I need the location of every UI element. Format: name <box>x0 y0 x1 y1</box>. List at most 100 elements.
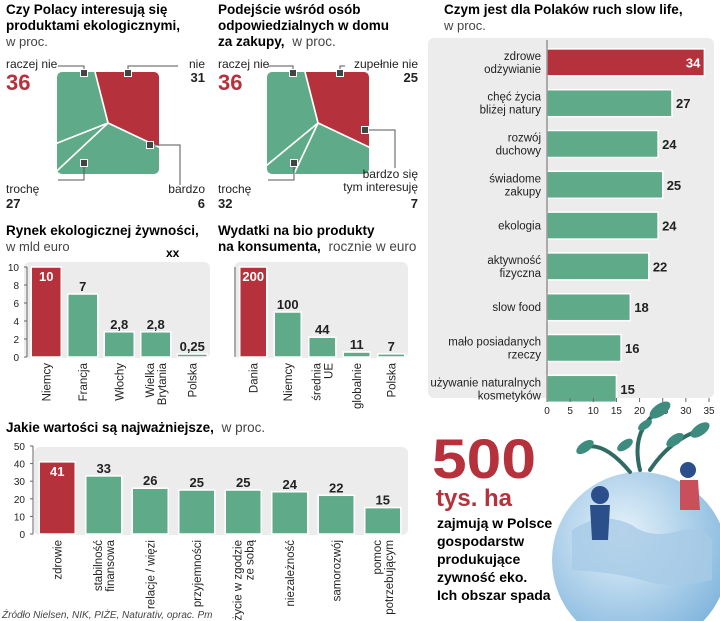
category-label: fizyczna <box>499 268 541 280</box>
globe-leaf <box>576 439 594 455</box>
category-label: duchowy <box>496 146 542 158</box>
bar-chart-slowlife: Czym jest dla Polaków ruch slow life, w … <box>428 2 715 417</box>
bar <box>546 374 618 404</box>
category-label: używanie naturalnych <box>430 377 541 389</box>
category-label: kosmetyków <box>478 390 542 402</box>
x-tick-label: 30 <box>680 406 692 417</box>
category-label: Polska <box>187 362 199 397</box>
bar <box>546 292 632 322</box>
category-label: przyjemności <box>192 540 204 607</box>
values-title-line: Jakie wartości są najważniejsze, w proc. <box>6 420 265 435</box>
category-label: Wielka <box>145 362 157 397</box>
y-tick-label: 10 <box>14 512 26 523</box>
pie-label: trochę <box>6 182 40 196</box>
values-subtitle: w proc. <box>221 420 266 435</box>
bar <box>546 48 706 77</box>
y-tick-label: 6 <box>13 299 19 310</box>
bar <box>273 311 302 358</box>
spending-subtitle: rocznie w euro <box>329 239 417 254</box>
spending-title-last: na konsumenta, <box>218 239 321 254</box>
bar-value-label: 18 <box>634 300 648 315</box>
bar-value-label: 7 <box>79 279 86 294</box>
pie1-slices <box>57 72 159 174</box>
globe-illustration-icon <box>552 401 720 621</box>
category-label: Francja <box>78 362 90 401</box>
market-title: Rynek ekologicznej żywności, <box>6 223 199 238</box>
y-tick-label: 30 <box>14 477 26 488</box>
bar-value-label: 0,25 <box>180 339 205 354</box>
category-label: życie w zgodzie <box>232 540 244 621</box>
globe-leaf <box>666 432 684 448</box>
bar-value-label: 16 <box>625 341 639 356</box>
pie-value: 36 <box>218 70 242 95</box>
bar <box>38 461 76 535</box>
bar <box>85 475 123 535</box>
pie-value: 25 <box>404 70 418 85</box>
pie1-title-line1: Czy Polacy interesują się <box>6 2 168 17</box>
slowlife-title: Czym jest dla Polaków ruch slow life, <box>444 2 683 17</box>
bar-value-label: 44 <box>315 322 330 337</box>
category-label: niezależność <box>285 540 297 607</box>
pie-slice <box>57 122 159 174</box>
pie-label: bardzo się <box>363 167 419 181</box>
globe-plant-stems <box>583 408 702 474</box>
values-title: Jakie wartości są najważniejsze, <box>6 420 214 435</box>
pie-slice <box>267 72 319 174</box>
category-label: relacje / więzi <box>145 540 157 609</box>
pie-leader-line <box>268 163 295 181</box>
bar-chart-market: Rynek ekologicznej żywności, w mld euro … <box>5 223 210 405</box>
bar <box>271 491 309 535</box>
y-tick-label: 4 <box>13 317 19 328</box>
pie-label: nie <box>189 57 205 71</box>
bar-value-label: 10 <box>39 269 53 284</box>
globe-leaf <box>638 419 652 431</box>
bar-value-label: 26 <box>143 473 157 488</box>
category-label: potrzebującym <box>384 540 396 615</box>
pie-slice <box>57 122 109 174</box>
bar-value-label: 2,8 <box>110 317 128 332</box>
bar <box>30 266 62 358</box>
pie-slice <box>83 72 159 166</box>
pie-slice <box>57 72 109 160</box>
bar-value-label: 7 <box>388 339 395 354</box>
bar <box>131 487 169 535</box>
bar-value-label: 27 <box>676 96 690 111</box>
x-tick-label: 20 <box>634 406 646 417</box>
pie2-subtitle: w proc. <box>291 34 336 49</box>
globe-figure-body <box>680 480 700 510</box>
y-tick-label: 40 <box>14 460 26 471</box>
category-label: bliżej natury <box>480 105 542 117</box>
globe-leaf <box>617 438 633 452</box>
category-label: globalnie <box>352 363 364 409</box>
pie1-subtitle: w proc. <box>5 34 48 49</box>
pie-leader-marker <box>290 159 298 167</box>
category-label: stabilność <box>93 540 105 591</box>
bar-value-label: 25 <box>236 475 250 490</box>
source-note: Źródło Nielsen, NIK, PIŻE, Naturativ, op… <box>1 608 212 621</box>
spending-title-line2: na konsumenta, rocznie w euro <box>218 239 416 254</box>
bar <box>342 351 371 358</box>
y-tick-label: 10 <box>8 263 20 274</box>
pie-leader-marker <box>361 126 369 134</box>
bar-value-label: 100 <box>277 297 299 312</box>
vals-panel-bg <box>34 447 408 535</box>
category-label: odżywianie <box>484 64 541 76</box>
bar-value-label: 41 <box>50 464 64 479</box>
pie1-title-line2: produktami ekologicznymi, <box>6 18 180 33</box>
category-label: ekologia <box>498 221 541 233</box>
market-subtitle: w mld euro <box>5 239 70 254</box>
pie-leader-line <box>365 129 396 168</box>
bar-value-label: 24 <box>662 137 677 152</box>
category-label: slow food <box>492 302 541 314</box>
callout-line-1: zajmują w Polsce <box>437 515 552 531</box>
bar <box>140 331 172 358</box>
category-label: świadome <box>489 173 541 185</box>
category-label: Brytania <box>157 362 169 405</box>
pie-label: tym interesuję <box>343 180 418 194</box>
y-tick-label: 50 <box>14 442 26 453</box>
category-label: rozwój <box>508 133 541 145</box>
y-tick-label: 0 <box>19 530 25 541</box>
pie-leader-line <box>150 144 181 185</box>
bar-value-label: 33 <box>97 461 111 476</box>
